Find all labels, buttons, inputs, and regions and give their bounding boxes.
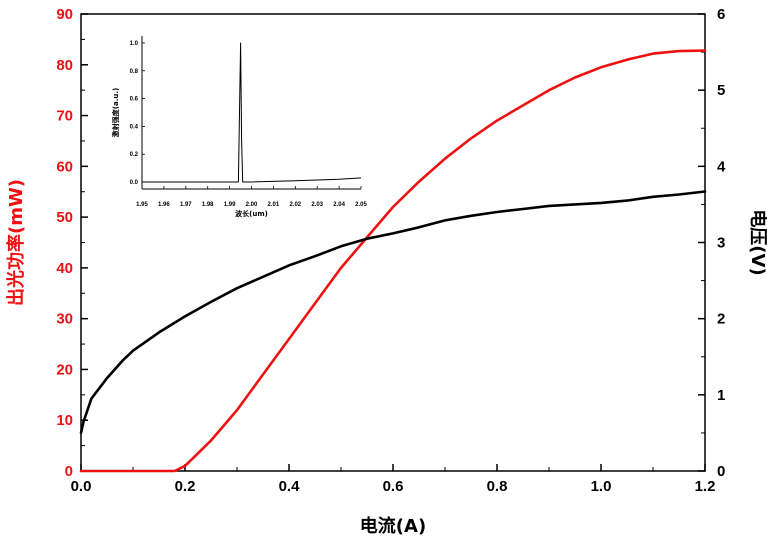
bottom-tick-label: 0.6 — [383, 478, 404, 495]
bottom-tick-label: 0.0 — [71, 478, 92, 495]
inset-y-tick-label: 0.8 — [130, 69, 139, 75]
right-tick-label: 0 — [717, 463, 725, 480]
left-tick-label: 30 — [56, 311, 73, 328]
voltage-series-line — [79, 190, 707, 435]
left-tick-label: 90 — [56, 6, 73, 23]
inset-y-tick-label: 0.2 — [130, 152, 139, 158]
left-tick-label: 20 — [56, 361, 73, 378]
inset-x-tick-label: 1.95 — [136, 202, 148, 208]
inset-x-tick-label: 2.00 — [246, 202, 258, 208]
inset-x-axis-title: 波长(um) — [235, 209, 268, 218]
inset-axes: 0.0 0.2 0.4 0.6 0.8 1.0 1.95 1.96 1.97 1.98 1.99 2.… — [130, 36, 367, 208]
bottom-tick-label: 1.2 — [695, 478, 716, 495]
inset-y-axis-title: 激射强度(a.u.) — [111, 88, 120, 137]
inset-x-tick-label: 2.02 — [289, 202, 301, 208]
left-tick-label: 70 — [56, 108, 73, 125]
inset-x-tick-label: 2.03 — [311, 202, 323, 208]
inset-x-tick-label: 1.98 — [202, 202, 214, 208]
right-tick-label: 5 — [717, 82, 725, 99]
power-series-line — [79, 49, 707, 473]
main-series-group — [79, 49, 707, 473]
inset-x-tick-label: 2.04 — [333, 202, 345, 208]
bottom-tick-label: 0.4 — [279, 478, 301, 495]
main-plot: 0 10 20 30 40 50 60 70 80 90 0 1 2 3 4 5 6 0.0 0.2 0.4 0.6… — [5, 6, 767, 537]
x-axis-title: 电流(A) — [360, 515, 426, 537]
left-tick-label: 50 — [56, 209, 73, 226]
left-tick-label: 10 — [56, 412, 73, 429]
left-tick-label: 40 — [56, 260, 73, 277]
right-axis-title: 电压(V) — [747, 209, 767, 275]
left-tick-label: 60 — [56, 158, 73, 175]
left-tick-label: 0 — [65, 463, 73, 480]
bottom-tick-label: 0.2 — [175, 478, 196, 495]
right-tick-label: 2 — [717, 311, 725, 328]
right-tick-label: 1 — [717, 387, 725, 404]
inset-series-group — [142, 42, 362, 183]
inset-x-tick-label: 1.99 — [224, 202, 236, 208]
right-tick-label: 3 — [717, 235, 725, 252]
right-tick-label: 4 — [717, 158, 726, 175]
inset-x-tick-label: 1.97 — [180, 202, 192, 208]
left-axis: 0 10 20 30 40 50 60 70 80 90 — [56, 6, 88, 480]
spectrum-series-line — [142, 42, 362, 183]
bottom-axis: 0.0 0.2 0.4 0.6 0.8 1.0 1.2 — [71, 464, 716, 495]
inset-plot: 0.0 0.2 0.4 0.6 0.8 1.0 1.95 1.96 1.97 1.98 1.99 2.… — [111, 36, 367, 218]
left-axis-title: 出光功率(mW) — [5, 179, 27, 306]
left-tick-label: 80 — [56, 57, 73, 74]
inset-y-tick-label: 0.6 — [130, 97, 139, 103]
inset-y-tick-label: 0.0 — [130, 180, 139, 186]
inset-x-tick-label: 2.01 — [268, 202, 280, 208]
inset-y-tick-label: 1.0 — [130, 41, 139, 47]
inset-y-tick-label: 0.4 — [130, 124, 139, 130]
right-tick-label: 6 — [717, 6, 725, 23]
plot-frame — [80, 13, 706, 472]
bottom-tick-label: 0.8 — [487, 478, 508, 495]
inset-x-tick-label: 2.05 — [355, 202, 367, 208]
bottom-tick-label: 1.0 — [591, 478, 612, 495]
right-axis: 0 1 2 3 4 5 6 — [698, 6, 726, 480]
inset-x-tick-label: 1.96 — [158, 202, 170, 208]
